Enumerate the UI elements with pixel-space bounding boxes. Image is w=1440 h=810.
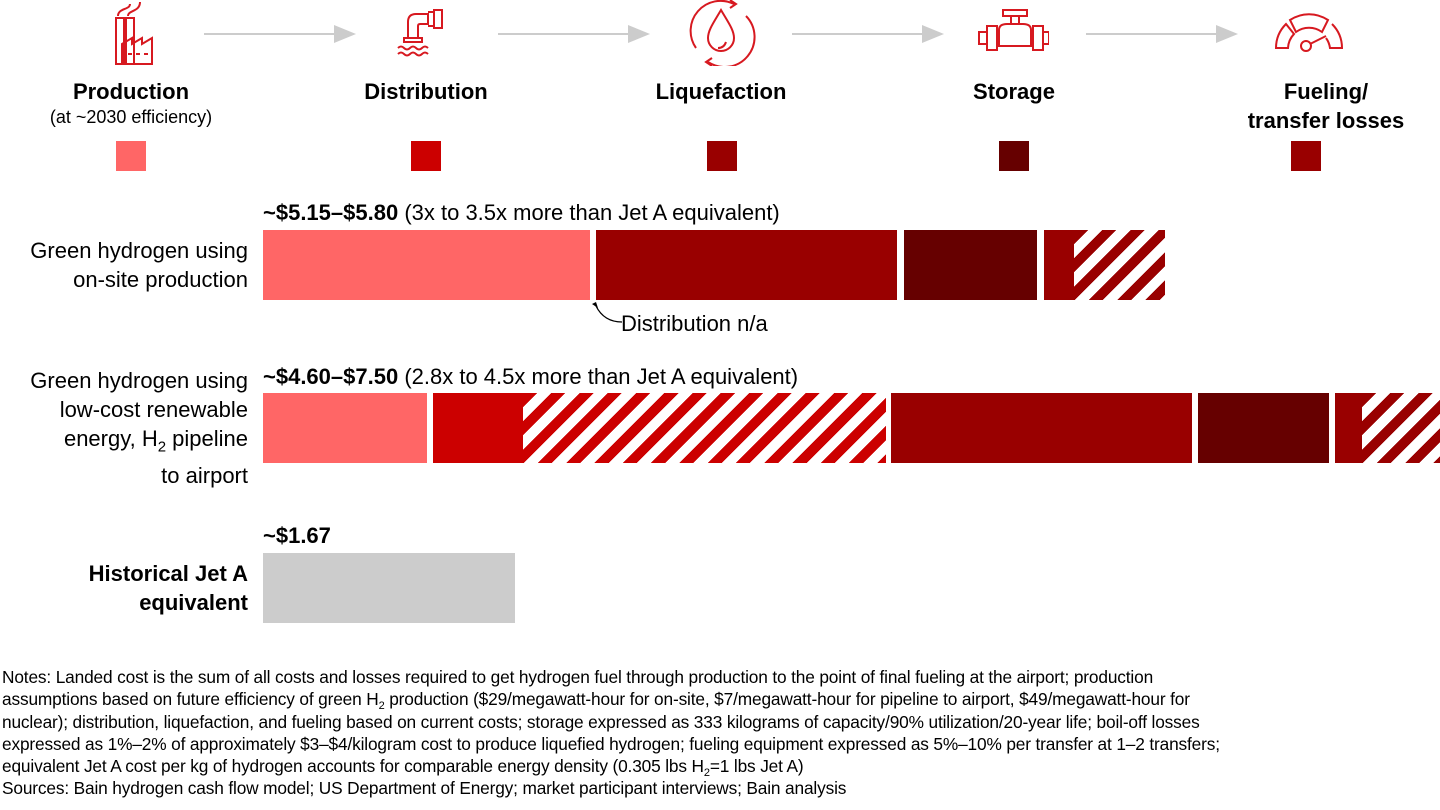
row-total-label: ~$1.67 <box>263 523 331 549</box>
row-label: Historical Jet A equivalent <box>0 559 248 617</box>
stage-production: Production (at ~2030 efficiency) <box>31 77 231 128</box>
legend-swatch-distribution <box>411 141 441 171</box>
flow-arrow <box>1086 33 1216 35</box>
row-label: Green hydrogen using on-site production <box>0 236 248 294</box>
legend-swatch-fueling <box>1291 141 1321 171</box>
row-label-line: Green hydrogen using <box>30 238 248 263</box>
total-multiple: (3x to 3.5x more than Jet A equivalent) <box>398 200 780 225</box>
row-label-line: Green hydrogen using <box>30 368 248 393</box>
segment-production <box>263 230 590 300</box>
total-multiple: (2.8x to 4.5x more than Jet A equivalent… <box>398 364 799 389</box>
flow-arrowhead <box>922 25 944 43</box>
stage-distribution: Distribution <box>326 77 526 106</box>
flow-arrowhead <box>334 25 356 43</box>
callout-arrow-icon <box>592 302 623 323</box>
notes-line: expressed as 1%–2% of approximately $3–$… <box>2 733 1220 754</box>
stage-liquefaction: Liquefaction <box>621 77 821 106</box>
droplet-cycle-icon <box>689 0 756 66</box>
stage-fueling: Fueling/ transfer losses <box>1226 77 1426 135</box>
flow-arrowhead <box>1216 25 1238 43</box>
segment-liquefaction <box>596 230 897 300</box>
flow-arrowhead <box>628 25 650 43</box>
row-label-line: on-site production <box>73 267 248 292</box>
segment-fueling <box>1335 393 1362 463</box>
flow-arrow <box>204 33 334 35</box>
total-range: ~$5.15–$5.80 <box>263 200 399 225</box>
stage-title: Storage <box>973 79 1055 104</box>
segment-liquefaction <box>891 393 1192 463</box>
segment-distribution <box>433 393 523 463</box>
flow-arrow <box>498 33 628 35</box>
pipe-icon <box>397 9 443 57</box>
row-label-line: equivalent <box>139 590 248 615</box>
row-label-line: energy, H2 pipeline <box>63 426 248 456</box>
notes-line: nuclear); distribution, liquefaction, an… <box>2 711 1200 732</box>
stage-subtitle: (at ~2030 efficiency) <box>49 107 213 127</box>
total-value: ~$1.67 <box>263 523 331 548</box>
segment-storage <box>1198 393 1329 463</box>
sources-line: Sources: Bain hydrogen cash flow model; … <box>2 778 847 799</box>
total-range: ~$4.60–$7.50 <box>263 364 399 389</box>
notes-line: equivalent Jet A cost per kg of hydrogen… <box>2 756 804 780</box>
segment-fueling <box>1044 230 1074 300</box>
notes-line: Notes: Landed cost is the sum of all cos… <box>2 667 1154 687</box>
stage-title: Production <box>72 79 190 104</box>
legend-swatch-liquefaction <box>707 141 737 171</box>
row-label-line: to airport <box>161 463 248 489</box>
legend-swatch-production <box>116 141 146 171</box>
row-label-line: low-cost renewable <box>59 397 248 422</box>
stage-storage: Storage <box>914 77 1114 106</box>
notes-line: assumptions based on future efficiency o… <box>2 689 1190 713</box>
footnotes: Notes: Landed cost is the sum of all cos… <box>2 666 1438 800</box>
legend-swatch-storage <box>999 141 1029 171</box>
row-total-label: ~$4.60–$7.50 (2.8x to 4.5x more than Jet… <box>263 364 798 390</box>
row-total-label: ~$5.15–$5.80 (3x to 3.5x more than Jet A… <box>263 200 780 226</box>
segment-storage <box>904 230 1037 300</box>
distribution-na-callout: Distribution n/a <box>621 311 768 336</box>
stage-title: Fueling/ <box>1283 79 1369 104</box>
row-label-line: Historical Jet A <box>88 561 248 586</box>
segment-distribution-range <box>523 393 886 463</box>
row-label: Green hydrogen using low-cost renewable … <box>0 366 248 490</box>
stage-title-line2: transfer losses <box>1247 108 1405 133</box>
segment-production <box>263 393 427 463</box>
stage-title: Distribution <box>364 79 488 104</box>
factory-icon <box>115 1 153 65</box>
stage-title: Liquefaction <box>655 79 787 104</box>
gauge-icon <box>1274 13 1344 52</box>
segment-fueling-range <box>1362 393 1440 463</box>
segment-jet-a <box>263 553 515 623</box>
segment-fueling-range <box>1074 230 1165 300</box>
flow-arrow <box>792 33 922 35</box>
valve-icon <box>978 9 1049 51</box>
